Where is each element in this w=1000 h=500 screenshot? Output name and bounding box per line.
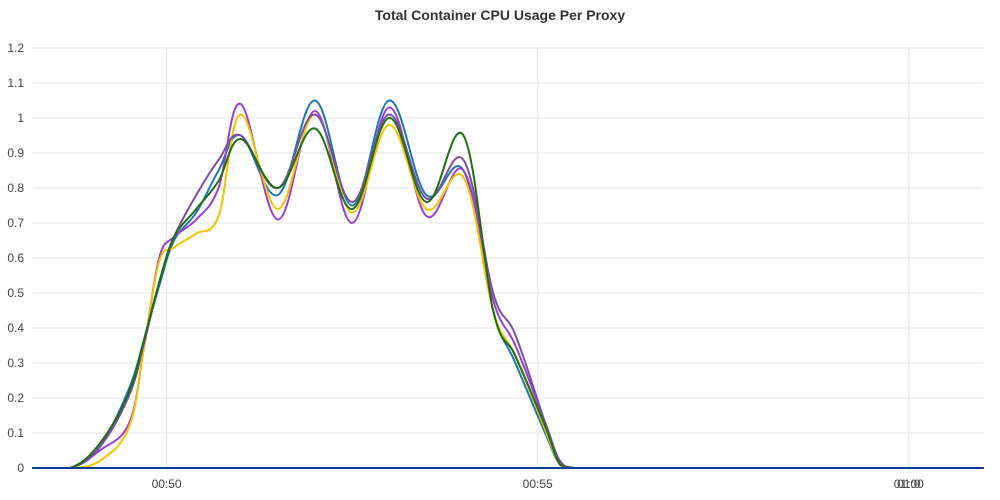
y-tick-label: 1.1 <box>7 76 24 90</box>
y-tick-label: 0.8 <box>7 181 24 195</box>
axes: 0 0.1 0.2 0.3 0.4 0.5 0.6 0.7 0.8 0.9 1 1.1 1.2 00:50… <box>7 41 983 491</box>
series-lines <box>32 99 984 470</box>
y-tick-label: 0.5 <box>7 286 24 300</box>
x-tick-label: 00:50 <box>152 477 182 491</box>
y-tick-label: 0.4 <box>7 321 24 335</box>
y-tick-label: 0.9 <box>7 146 24 160</box>
x-tick-label: 00:55 <box>523 477 553 491</box>
chart-title: Total Container CPU Usage Per Proxy <box>374 7 626 23</box>
grid <box>33 47 983 469</box>
y-tick-label: 0.1 <box>7 426 24 440</box>
series-line-3 <box>32 113 984 470</box>
series-line-2 <box>32 102 984 470</box>
y-tick-label: 1 <box>17 111 24 125</box>
y-tick-label: 1.2 <box>7 41 24 55</box>
series-line-1 <box>32 99 984 470</box>
y-tick-label: 0.2 <box>7 391 24 405</box>
y-tick-label: 0.3 <box>7 356 24 370</box>
x-tick-label: 01:0 <box>897 477 921 491</box>
series-line-4 <box>32 113 984 470</box>
y-tick-label: 0.7 <box>7 216 24 230</box>
x-tick-label: 01:00 <box>894 477 924 491</box>
y-tick-label: 0 <box>17 461 24 475</box>
y-tick-label: 0.6 <box>7 251 24 265</box>
